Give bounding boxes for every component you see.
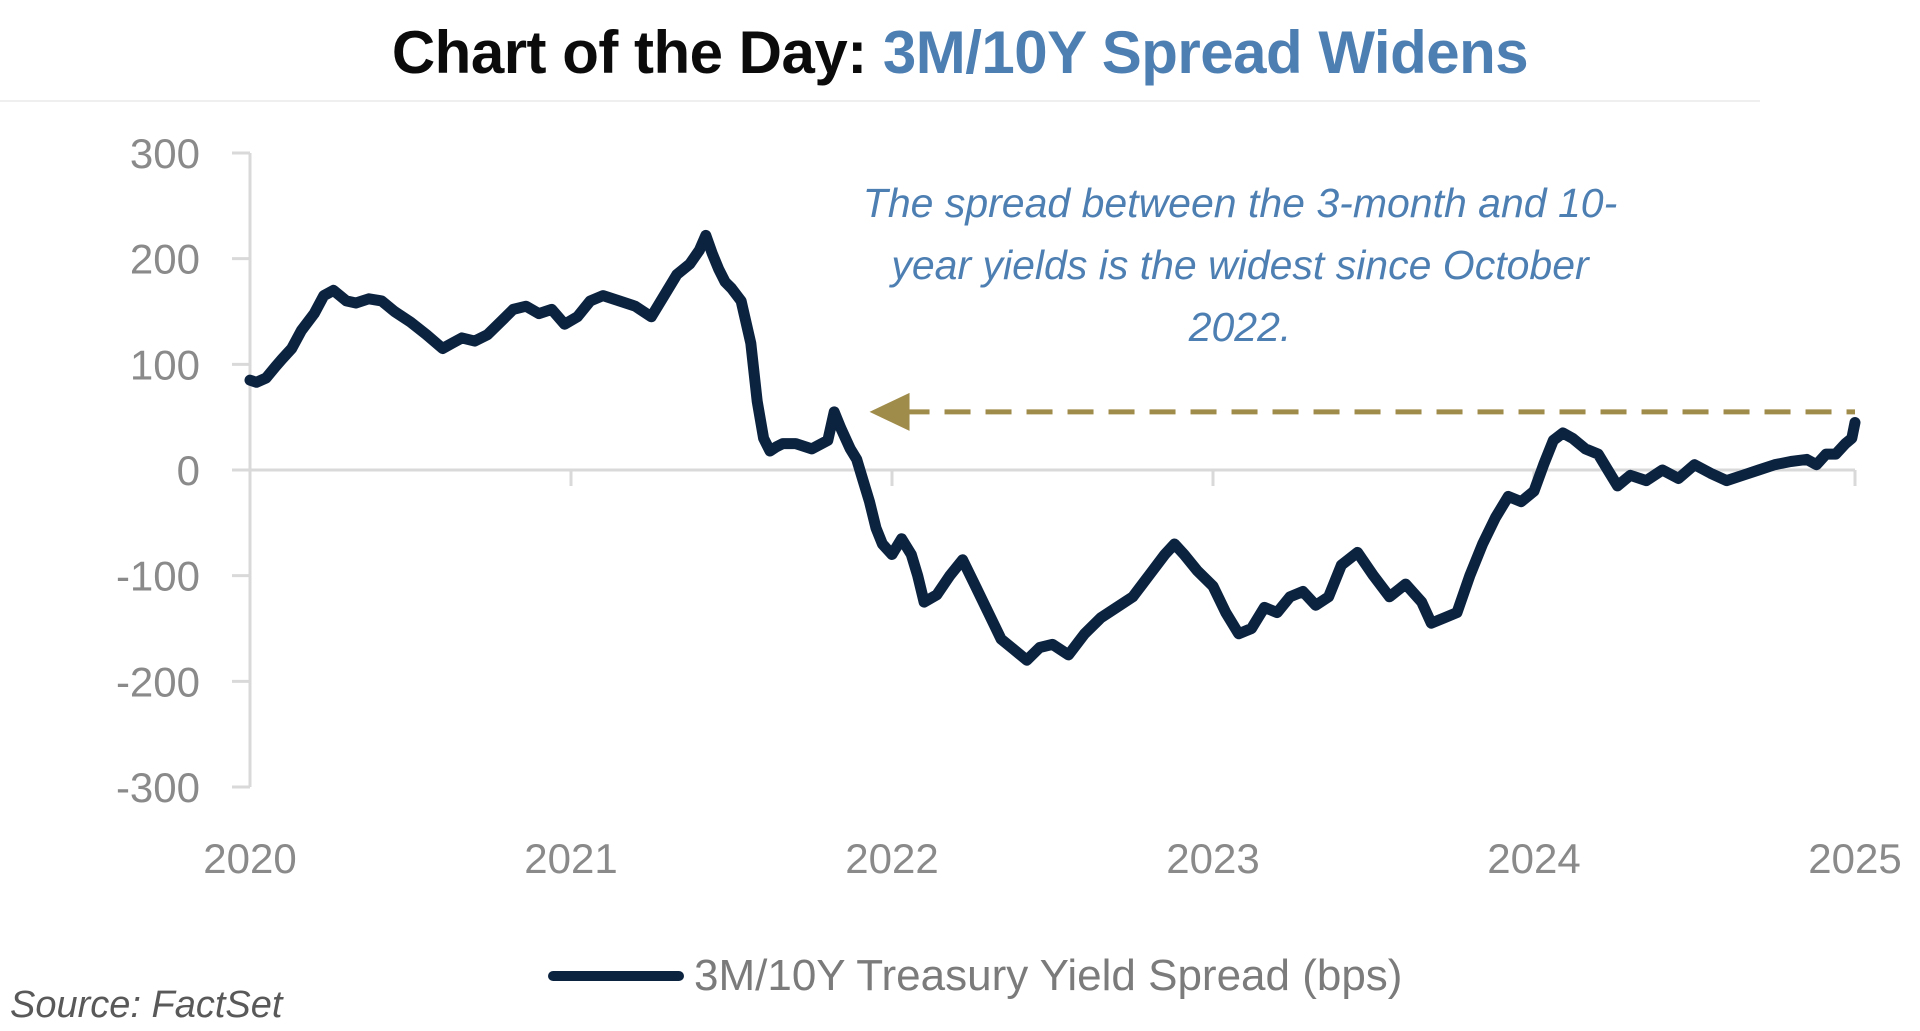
series-layer: [244, 229, 1861, 666]
legend: 3M/10Y Treasury Yield Spread (bps): [548, 946, 1402, 1006]
y-tick-label: -100: [116, 553, 200, 600]
y-tick-label: 300: [130, 130, 200, 177]
title-prefix: Chart of the Day:: [391, 19, 867, 86]
title-subject: 3M/10Y Spread Widens: [882, 19, 1529, 86]
source-note: Source: FactSet: [10, 984, 283, 1026]
legend-swatch: [548, 971, 684, 981]
x-tick-label: 2023: [1166, 835, 1259, 882]
y-tick-label: -300: [116, 764, 200, 811]
chart-annotation: The spread between the 3-month and 10-ye…: [862, 180, 1618, 350]
x-tick-label: 2024: [1487, 835, 1580, 882]
y-tick-label: -200: [116, 658, 200, 705]
y-tick-label: 0: [177, 447, 200, 494]
x-tick-label: 2025: [1808, 835, 1901, 882]
x-tick-label: 2020: [203, 835, 296, 882]
reference-line-group: [869, 392, 1855, 431]
x-tick-label: 2021: [524, 835, 617, 882]
chart-title: Chart of the Day: 3M/10Y Spread Widens: [0, 18, 1920, 87]
legend-label: 3M/10Y Treasury Yield Spread (bps): [694, 951, 1403, 1000]
x-tick-label: 2022: [845, 835, 938, 882]
y-tick-label: 200: [130, 236, 200, 283]
y-tick-label: 100: [130, 341, 200, 388]
reference-arrowhead: [869, 392, 910, 431]
axes: [232, 151, 1857, 789]
series-line-3m-10y-spread: [244, 229, 1861, 666]
